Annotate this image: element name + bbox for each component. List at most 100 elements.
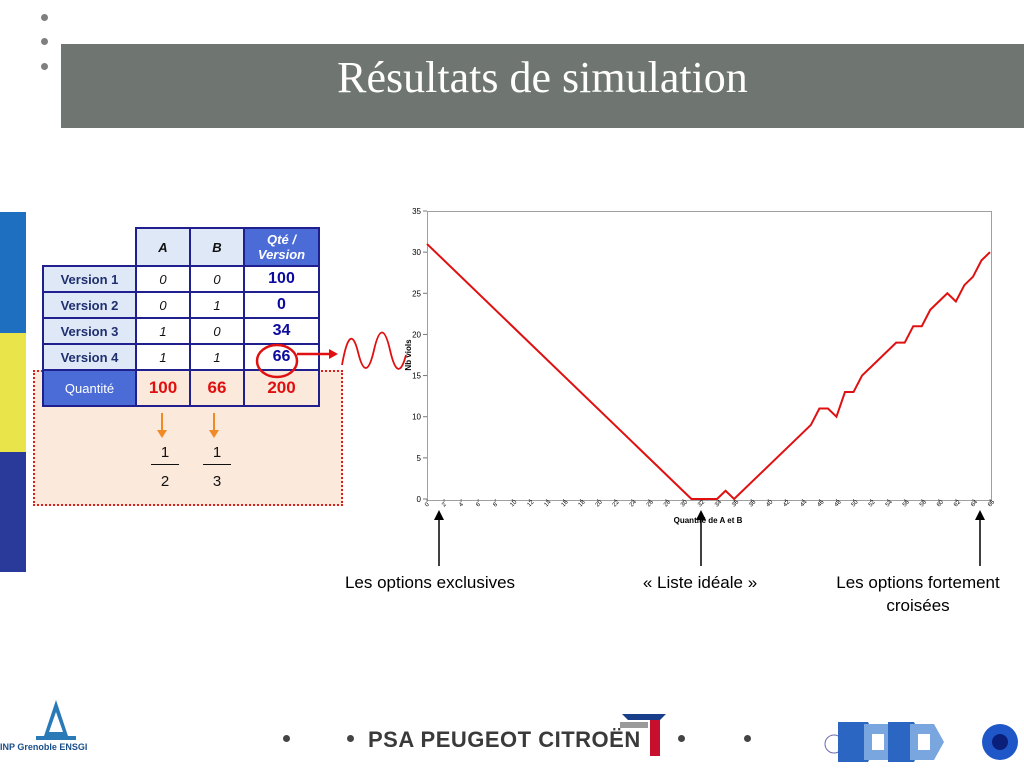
footer-dot	[744, 735, 751, 742]
cell-a: 0	[135, 265, 191, 293]
y-tick-label: 5	[417, 454, 422, 463]
x-tick-label: 62	[953, 499, 962, 508]
side-bar-navy	[0, 452, 26, 572]
table-row: Version 3 1 0 34	[42, 317, 320, 345]
x-tick-label: 42	[782, 499, 791, 508]
caption-ideal-list: « Liste idéale »	[642, 573, 758, 592]
x-tick-label: 12	[527, 499, 536, 508]
side-bar-yellow	[0, 333, 26, 452]
inp-grenoble-logo: INP Grenoble ENSGI	[0, 696, 90, 768]
x-tick-label: 22	[612, 499, 621, 508]
cell-a: 1	[135, 343, 191, 371]
cell-b: 1	[189, 343, 245, 371]
y-tick-label: 20	[412, 330, 421, 339]
row-label: Version 1	[42, 265, 137, 293]
x-tick-label: 58	[919, 499, 928, 508]
y-tick-label: 0	[417, 495, 422, 504]
x-tick-label: 26	[646, 499, 655, 508]
x-tick-label: 20	[595, 499, 604, 508]
total-label: Quantité	[42, 369, 137, 407]
header-a: A	[135, 227, 191, 267]
series-line	[426, 243, 991, 501]
y-tick-label: 25	[412, 289, 421, 298]
total-a: 100	[135, 369, 191, 407]
x-tick-label: 66	[987, 499, 996, 508]
down-arrowhead-b	[209, 430, 219, 438]
cell-b: 0	[189, 317, 245, 345]
x-tick-label: 2	[441, 501, 448, 508]
pointer-arrowhead	[329, 349, 338, 359]
chart-y-axis-label: Nb viols	[404, 339, 413, 371]
x-tick-label: 6	[475, 501, 482, 508]
y-tick-label: 35	[412, 207, 421, 216]
caption-crossed-options: Les options fortement croisées	[836, 573, 1000, 615]
table-row: Version 1 0 0 100	[42, 265, 320, 293]
fraction-a-denominator: 2	[160, 473, 170, 490]
footer-dot	[678, 735, 685, 742]
cell-qte: 0	[243, 291, 320, 319]
x-tick-label: 14	[544, 499, 553, 508]
x-tick-label: 54	[885, 499, 894, 508]
fraction-b-numerator: 1	[212, 444, 222, 461]
header-b: B	[189, 227, 245, 267]
chart-frame	[427, 211, 992, 501]
x-tick-label: 24	[629, 499, 638, 508]
wave-squiggle	[341, 331, 407, 370]
x-tick-label: 10	[509, 499, 518, 508]
fraction-a-numerator: 1	[160, 444, 170, 461]
cell-qte: 34	[243, 317, 320, 345]
x-tick-label: 52	[868, 499, 877, 508]
row-label: Version 2	[42, 291, 137, 319]
row-label: Version 3	[42, 317, 137, 345]
cell-qte: 100	[243, 265, 320, 293]
x-tick-label: 64	[970, 499, 979, 508]
caption-arrowhead-left	[434, 510, 444, 520]
x-tick-label: 34	[714, 499, 723, 508]
x-tick-label: 44	[800, 499, 809, 508]
caption-exclusive-options: Les options exclusives	[344, 573, 516, 592]
fraction-b-denominator: 3	[212, 473, 222, 490]
x-tick-label: 4	[458, 501, 465, 508]
fraction-a-bar	[151, 464, 179, 465]
x-tick-label: 16	[561, 499, 570, 508]
x-tick-label: 38	[748, 499, 757, 508]
x-tick-label: 50	[851, 499, 860, 508]
cell-b: 1	[189, 291, 245, 319]
cell-b: 0	[189, 265, 245, 293]
row-label: Version 4	[42, 343, 137, 371]
inp-logo-text: INP Grenoble ENSGI	[0, 742, 88, 752]
inp-logo-mark	[36, 700, 76, 740]
x-tick-label: 30	[680, 499, 689, 508]
bullet-dot	[41, 63, 48, 70]
side-bar-blue	[0, 212, 26, 333]
y-tick-label: 30	[412, 248, 421, 257]
x-tick-label: 48	[834, 499, 843, 508]
cell-a: 0	[135, 291, 191, 319]
psa-logo-mark	[620, 714, 666, 756]
footer-dot	[283, 735, 290, 742]
x-tick-label: 36	[731, 499, 740, 508]
x-tick-label: 60	[936, 499, 945, 508]
table-row: Version 4 1 1 66	[42, 343, 320, 371]
chart-x-axis-label: Quantité de A et B	[674, 516, 743, 525]
header-qte-version: Qté / Version	[243, 227, 320, 267]
y-tick-label: 10	[412, 413, 421, 422]
y-tick-label: 15	[412, 372, 421, 381]
x-tick-label: 0	[424, 501, 431, 508]
gilco-logo-mark	[824, 722, 1018, 762]
caption-arrowhead-right	[975, 510, 985, 520]
versions-table: A B Qté / Version Version 1 0 0 100 Vers…	[42, 227, 320, 407]
x-tick-label: 28	[663, 499, 672, 508]
x-tick-label: 56	[902, 499, 911, 508]
title-bar	[61, 44, 1024, 128]
footer-dot	[347, 735, 354, 742]
gilco-logo	[824, 716, 1024, 768]
x-tick-label: 32	[697, 499, 706, 508]
cell-qte-highlighted: 66	[243, 343, 320, 371]
total-row: Quantité 100 66 200	[42, 369, 320, 407]
fraction-b-bar	[203, 464, 231, 465]
psa-peugeot-citroen-logo: PSA PEUGEOT CITROËN	[368, 727, 641, 752]
x-tick-label: 46	[817, 499, 826, 508]
